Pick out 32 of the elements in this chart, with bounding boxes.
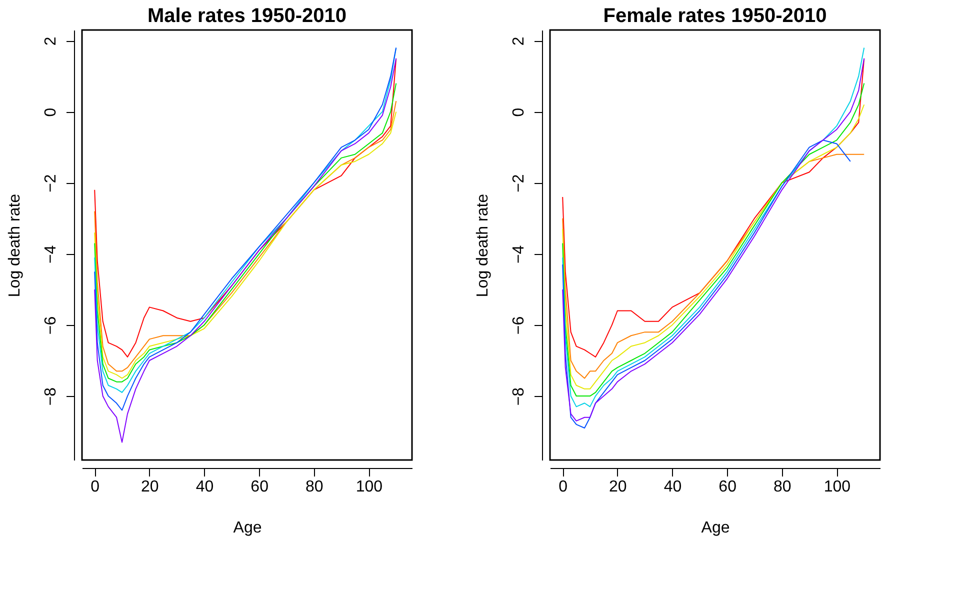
- x-axis-title: Age: [701, 520, 730, 536]
- y-tick-label: −8: [510, 387, 528, 406]
- y-tick-label: −6: [42, 316, 60, 335]
- y-tick-label: −8: [42, 387, 60, 406]
- line-series: [562, 58, 865, 358]
- y-tick-label: 0: [510, 108, 528, 117]
- line-series: [562, 140, 851, 429]
- y-axis-title: Log death rate: [6, 194, 24, 298]
- y-axis-title: Log death rate: [474, 194, 492, 298]
- y-tick-label: 0: [42, 108, 60, 117]
- chart-title: Female rates 1950-2010: [603, 5, 827, 27]
- x-tick-label: 40: [196, 478, 214, 496]
- chart-title: Male rates 1950-2010: [147, 5, 347, 27]
- y-tick-label: −4: [42, 245, 60, 264]
- x-tick-label: 60: [718, 478, 737, 496]
- y-tick-label: 2: [510, 36, 528, 46]
- x-tick-label: 20: [609, 478, 627, 496]
- y-tick-label: −4: [510, 245, 528, 264]
- x-tick-label: 80: [773, 478, 792, 496]
- y-tick-label: −2: [42, 174, 60, 192]
- x-tick-label: 80: [305, 478, 324, 496]
- x-tick-label: 0: [90, 478, 100, 496]
- y-tick-label: 2: [42, 36, 60, 46]
- y-tick-label: −6: [510, 316, 528, 335]
- x-tick-label: 100: [824, 478, 851, 496]
- x-tick-label: 100: [356, 478, 383, 496]
- x-tick-label: 20: [141, 478, 159, 496]
- x-axis-title: Age: [233, 520, 262, 536]
- x-tick-label: 60: [250, 478, 269, 496]
- x-tick-label: 0: [558, 478, 568, 496]
- y-tick-label: −2: [510, 174, 528, 192]
- x-tick-label: 40: [664, 478, 682, 496]
